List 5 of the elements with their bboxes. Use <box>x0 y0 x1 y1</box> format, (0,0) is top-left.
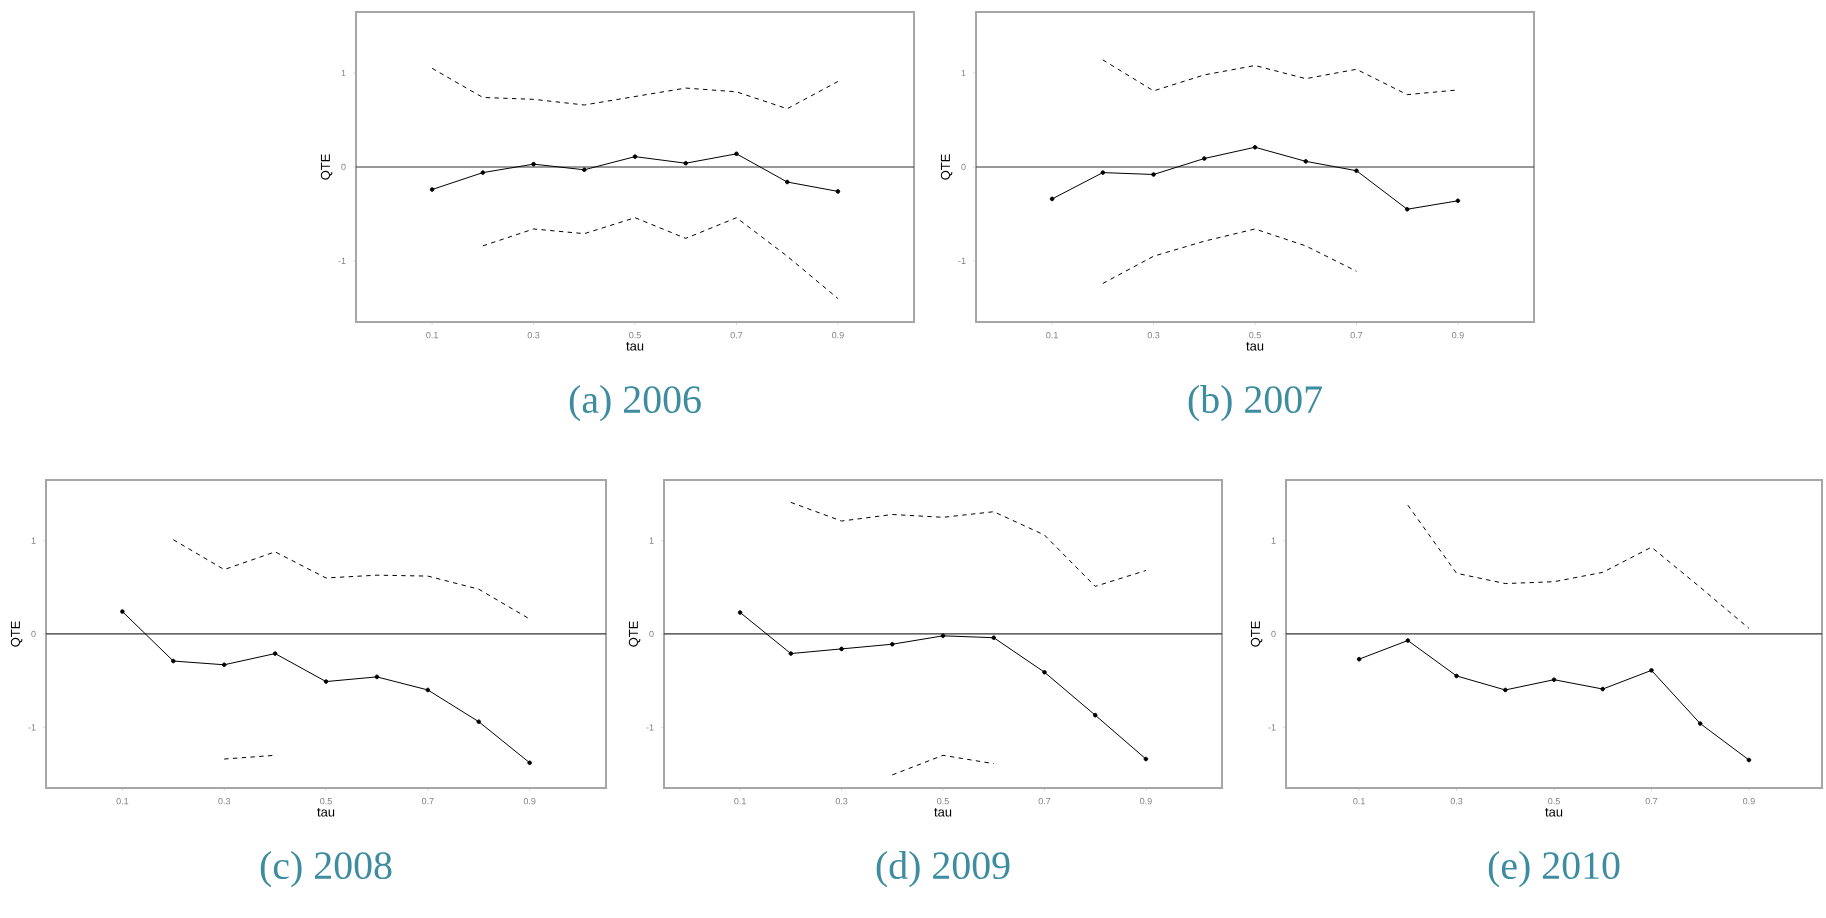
text: (d) 2009 <box>876 851 1010 888</box>
text: (e) 2010 <box>1488 851 1620 888</box>
text: (b) 2007 <box>1188 385 1322 422</box>
text: (c) 2008 <box>260 851 392 888</box>
text: (a) 2006 <box>569 385 701 422</box>
